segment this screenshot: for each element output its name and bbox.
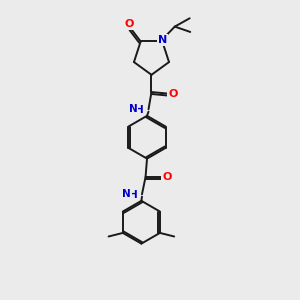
Text: O: O	[124, 19, 134, 28]
Text: O: O	[168, 88, 178, 98]
Text: N: N	[122, 189, 131, 199]
Text: N: N	[158, 35, 167, 45]
Text: N: N	[129, 104, 137, 114]
Text: O: O	[162, 172, 172, 182]
Text: H: H	[129, 190, 137, 200]
Text: H: H	[135, 105, 144, 115]
